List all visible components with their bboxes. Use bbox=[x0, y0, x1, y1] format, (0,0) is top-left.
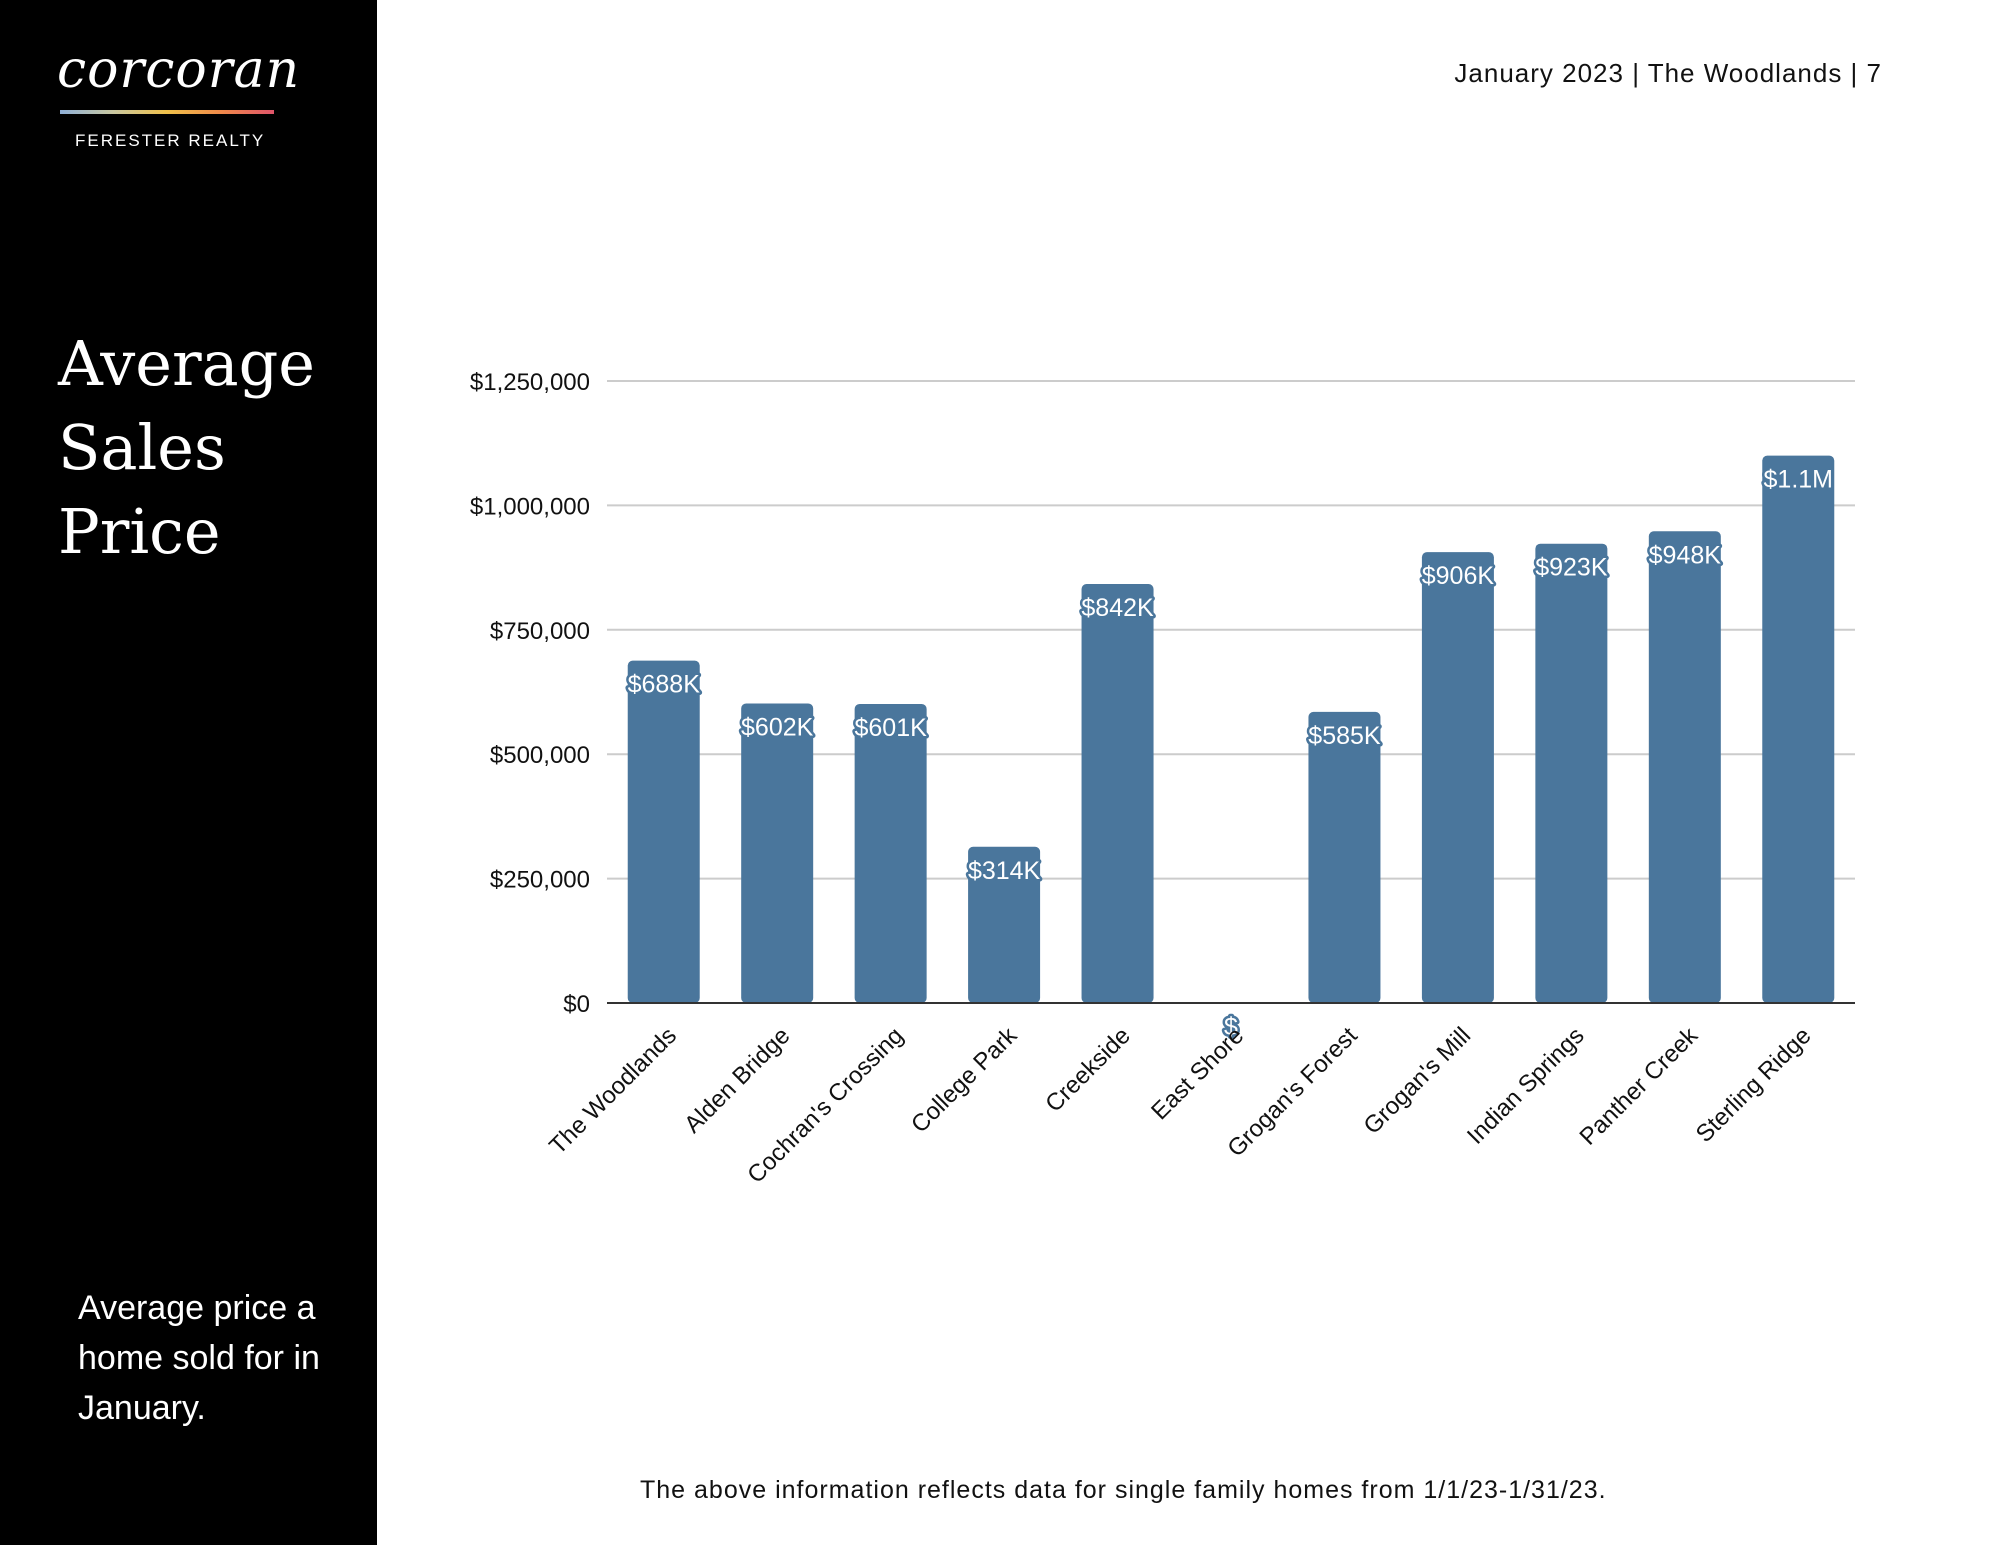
page-header: January 2023 | The Woodlands | 7 bbox=[1454, 58, 1882, 88]
brand-logo: corcoran bbox=[57, 40, 301, 100]
data-label: $923K bbox=[1535, 554, 1608, 582]
bar bbox=[854, 703, 927, 1003]
brand-color-bar bbox=[60, 110, 274, 114]
data-label: $314K bbox=[968, 857, 1041, 885]
sidebar: corcoran FERESTER REALTY Average Sales P… bbox=[0, 0, 377, 1545]
data-label: $ bbox=[1224, 1013, 1238, 1041]
y-tick-label: $1,000,000 bbox=[470, 493, 590, 520]
data-label: $1.1M bbox=[1764, 466, 1833, 494]
data-label: $585K bbox=[1308, 722, 1381, 750]
y-tick-label: $1,250,000 bbox=[470, 369, 590, 396]
x-tick-label: Sterling Ridge bbox=[1691, 1022, 1817, 1148]
page-title: Average Sales Price bbox=[58, 327, 315, 568]
bar bbox=[1308, 711, 1381, 1003]
bar bbox=[1648, 531, 1721, 1003]
x-tick-label: College Park bbox=[906, 1021, 1023, 1138]
bar bbox=[1535, 543, 1608, 1003]
x-tick-label: The Woodlands bbox=[544, 1022, 682, 1160]
data-label: $602K bbox=[741, 713, 814, 741]
data-label: $688K bbox=[628, 671, 701, 699]
data-label: $842K bbox=[1081, 594, 1154, 622]
bar bbox=[1421, 552, 1494, 1003]
x-tick-label: Panther Creek bbox=[1575, 1021, 1704, 1150]
bar bbox=[1762, 455, 1835, 1003]
x-tick-label: Creekside bbox=[1040, 1022, 1135, 1117]
data-label: $906K bbox=[1422, 562, 1495, 590]
bar bbox=[968, 846, 1041, 1003]
bar bbox=[741, 703, 814, 1003]
y-tick-label: $750,000 bbox=[490, 618, 590, 645]
y-tick-label: $250,000 bbox=[490, 867, 590, 894]
x-tick-label: Grogan's Mill bbox=[1359, 1022, 1477, 1140]
bar-chart: $0 $250,000 $500,000 $750,000 $1,000,000 $1,2… bbox=[470, 369, 1855, 1189]
sidebar-note: Average price a home sold for in January… bbox=[78, 1289, 320, 1427]
y-tick-label: $0 bbox=[563, 991, 590, 1018]
x-tick-label: Alden Bridge bbox=[679, 1022, 795, 1138]
bar bbox=[1081, 584, 1154, 1003]
x-tick-label: East Shore bbox=[1146, 1022, 1249, 1125]
bar bbox=[627, 660, 700, 1003]
data-label: $948K bbox=[1649, 541, 1722, 569]
x-tick-label: Indian Springs bbox=[1462, 1022, 1590, 1150]
data-label: $601K bbox=[854, 714, 927, 742]
y-tick-label: $500,000 bbox=[490, 742, 590, 769]
brand-subtitle: FERESTER REALTY bbox=[75, 131, 266, 150]
footnote: The above information reflects data for … bbox=[640, 1476, 1607, 1504]
